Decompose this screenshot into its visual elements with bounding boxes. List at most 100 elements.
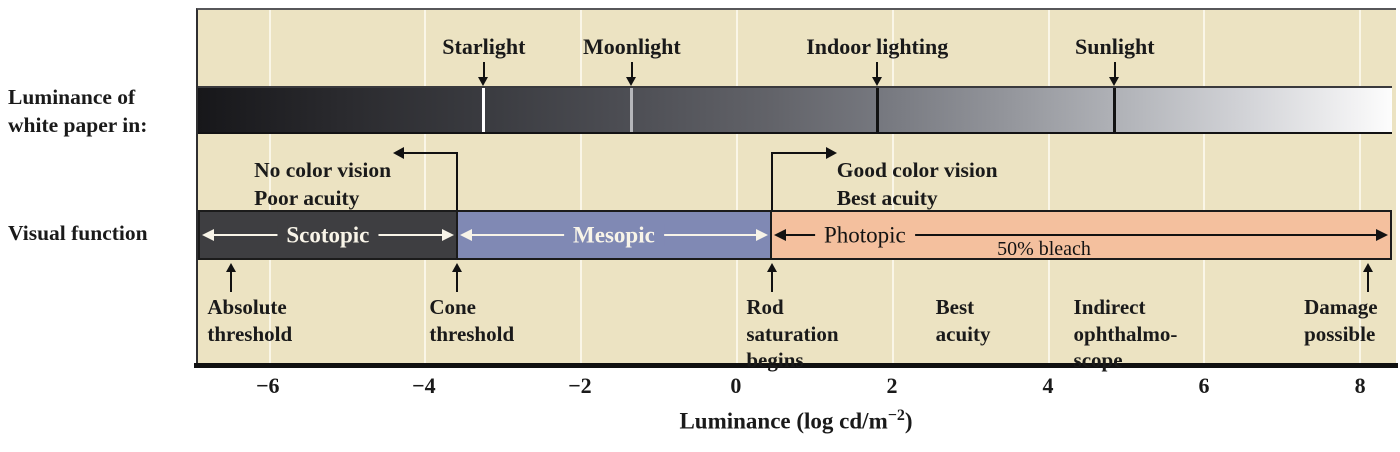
bracket-arrowhead-right — [826, 147, 838, 159]
bottom-annotation-line: threshold — [429, 321, 515, 346]
bottom-arrow-head-absolute — [225, 263, 236, 272]
caption-line: Luminance of — [8, 85, 136, 109]
down-arrow-shaft-sunlight — [1113, 62, 1116, 78]
down-arrow-head-starlight — [478, 77, 489, 86]
bottom-annotation-line: ophthalmo- — [1073, 321, 1178, 346]
tick-label: 2 — [886, 373, 898, 398]
visual-function-bar: Scotopic Mesopic Photopic 50% bleach — [198, 210, 1392, 260]
down-arrow-head-moonlight — [626, 77, 637, 86]
gridline — [268, 10, 271, 363]
bottom-annotation-line: possible — [1304, 321, 1376, 346]
bottom-annotation-line: Cone — [429, 295, 476, 319]
down-arrow-head-sunlight — [1109, 77, 1120, 86]
gradient-event-marker-moonlight — [630, 88, 634, 132]
region-arrowhead-left — [202, 229, 214, 241]
bottom-annotation-damage-possible: Damage possible — [1304, 294, 1377, 347]
region-arrowhead-left — [774, 229, 787, 241]
bottom-annotation-line: scope — [1073, 348, 1123, 372]
bracket-horizontal-line — [772, 152, 827, 154]
x-axis-tick-area: −6 −4 −2 0 2 4 6 8 — [196, 373, 1396, 401]
bottom-annotation-line: acuity — [935, 321, 991, 346]
region-label-scotopic: Scotopic — [277, 223, 379, 247]
region-arrowhead-right — [1375, 229, 1388, 241]
gradient-event-label-sunlight: Sunlight — [1075, 34, 1155, 59]
bottom-arrow-shaft-rod — [771, 271, 774, 292]
down-arrow-shaft-starlight — [482, 62, 485, 78]
down-arrow-shaft-moonlight — [630, 62, 633, 78]
bottom-annotation-absolute-threshold: Absolute threshold — [207, 294, 292, 347]
visual-function-caption: Visual function — [8, 220, 148, 248]
caption-line: white paper in: — [8, 112, 148, 137]
tick-label: 4 — [1042, 373, 1054, 398]
axis-title-text: Luminance (log cd/m — [679, 408, 888, 434]
plot-area: Scotopic Mesopic Photopic 50% bleach Starli… — [196, 8, 1396, 372]
bottom-arrow-shaft-damage — [1366, 271, 1369, 292]
region-scotopic: Scotopic — [198, 210, 456, 260]
bottom-annotation-line: Damage — [1304, 295, 1378, 319]
gradient-event-marker-starlight — [482, 88, 486, 132]
bottom-annotation-line: threshold — [207, 321, 293, 346]
bottom-annotation-line: Rod — [746, 295, 784, 319]
region-arrowhead-right — [756, 229, 769, 241]
bottom-arrow-shaft-absolute — [229, 271, 232, 292]
axis-title-suffix: ) — [904, 408, 913, 434]
tick-label: −4 — [412, 373, 436, 398]
gridline — [580, 10, 583, 363]
bottom-annotation-line: Absolute — [207, 295, 287, 319]
bottom-arrow-head-damage — [1362, 263, 1373, 272]
bottom-arrow-shaft-cone — [455, 271, 458, 292]
down-arrow-shaft-indoor-lighting — [876, 62, 879, 78]
x-axis-title: Luminance (log cd/m−2) — [196, 407, 1396, 435]
gridline — [424, 10, 427, 363]
luminance-gradient-bar — [198, 86, 1392, 134]
bottom-annotation-best-acuity: Best acuity — [936, 294, 991, 347]
gradient-event-label-moonlight: Moonlight — [582, 34, 681, 59]
bracket-vertical-line — [771, 152, 774, 210]
x-axis-line — [194, 363, 1398, 368]
tick-label: 0 — [730, 373, 742, 398]
gridline — [1359, 10, 1362, 363]
gradient-event-label-starlight: Starlight — [442, 34, 526, 59]
bracket-vertical-line — [455, 152, 458, 210]
region-mesopic: Mesopic — [455, 210, 771, 260]
bracket-text-no-color-vision: No color vision Poor acuity — [254, 156, 391, 212]
bottom-annotation-indirect-ophthalmo-scope: Indirect ophthalmo-scope — [1074, 294, 1178, 374]
gridline — [891, 10, 894, 363]
region-arrow-shaft — [777, 234, 1385, 236]
gradient-event-label-indoor-lighting: Indoor lighting — [806, 34, 949, 59]
tick-label: 6 — [1198, 373, 1210, 398]
region-photopic: Photopic 50% bleach — [770, 210, 1392, 260]
down-arrow-head-indoor-lighting — [871, 77, 882, 86]
caption-line: Visual function — [8, 221, 148, 245]
axis-title-superscript: −2 — [887, 407, 905, 424]
region-sublabel-50-bleach: 50% bleach — [997, 238, 1091, 260]
bottom-annotation-rod-saturation-begins: Rod saturation begins — [746, 294, 838, 374]
gridline — [1203, 10, 1206, 363]
bottom-annotation-line: Indirect — [1073, 295, 1146, 319]
bracket-text-good-color-vision: Good color vision Best acuity — [837, 156, 998, 212]
bottom-annotation-line: saturation — [746, 321, 839, 346]
gridline — [736, 10, 739, 363]
tick-label: −6 — [256, 373, 280, 398]
bracket-horizontal-line — [402, 152, 457, 154]
bracket-arrowhead-left — [392, 147, 404, 159]
region-arrowhead-left — [459, 229, 472, 241]
bracket-text-line: Poor acuity — [254, 186, 360, 210]
bottom-arrow-head-rod — [767, 263, 778, 272]
region-label-photopic: Photopic — [814, 223, 915, 247]
bottom-annotation-line: Best — [935, 295, 975, 319]
bottom-annotation-line: begins — [746, 348, 804, 372]
bottom-arrow-head-cone — [451, 263, 462, 272]
gradient-event-marker-sunlight — [1113, 88, 1117, 132]
region-label-mesopic: Mesopic — [564, 223, 664, 247]
bracket-text-line: Good color vision — [836, 158, 998, 182]
tick-label: 8 — [1354, 373, 1366, 398]
gradient-event-marker-indoor-lighting — [875, 88, 879, 132]
tick-label: −2 — [568, 373, 592, 398]
bottom-annotation-cone-threshold: Cone threshold — [429, 294, 514, 347]
bracket-text-line: Best acuity — [836, 186, 938, 210]
gridline — [1047, 10, 1050, 363]
bracket-text-line: No color vision — [254, 158, 392, 182]
luminance-of-white-paper-caption: Luminance of white paper in: — [8, 84, 147, 139]
